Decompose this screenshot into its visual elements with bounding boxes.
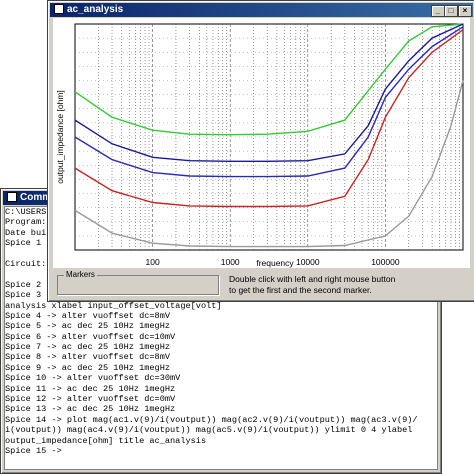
console-line: i(voutput)) mag(ac4.v(9)/i(voutput)) mag… <box>5 425 413 436</box>
console-line: Spice 6 -> alter vuoffset dc=10mV <box>5 331 176 342</box>
series-line-3 <box>74 26 464 178</box>
impedance-chart: 100 1000 10000 100000 output_impedance [ohm]… <box>55 23 464 268</box>
console-line: Spice 14 -> plot mag(ac1.v(9)/i(voutput)… <box>5 414 418 425</box>
series-line-1 <box>74 23 464 136</box>
console-line: output_impedance[ohm] title ac_analysis <box>5 435 207 446</box>
close-button[interactable]: × <box>458 5 472 17</box>
markers-label: Markers <box>64 270 97 279</box>
console-line: Spice 1 <box>5 238 42 249</box>
markers-panel: Markers Double click with left and right… <box>53 270 470 297</box>
command-window-icon <box>7 192 17 203</box>
console-line: analysis xlabel input_offset_voltage[vol… <box>5 300 222 311</box>
console-line: Spice 2 <box>5 279 42 290</box>
marker-instructions: Double click with left and right mouse b… <box>229 274 396 295</box>
maximize-button[interactable]: □ <box>444 5 458 17</box>
console-line: Program: <box>5 217 47 228</box>
plot-area[interactable]: 100 1000 10000 100000 output_impedance [ohm]… <box>53 18 470 268</box>
console-line: Spice 12 -> alter vuoffset dc=0mV <box>5 394 176 405</box>
x-tick-label: 10000 <box>296 257 320 267</box>
console-line: Circuit: <box>5 258 47 269</box>
console-line: Spice 10 -> alter vuoffset dc=30mV <box>5 373 181 384</box>
series-line-2 <box>74 23 464 163</box>
x-tick-label: 100000 <box>371 257 400 267</box>
ac-window-icon <box>54 4 64 15</box>
console-line: Spice 3 <box>5 290 42 301</box>
console-line: Spice 5 -> ac dec 25 10Hz 1megHz <box>5 321 171 332</box>
minimize-button[interactable]: _ <box>431 5 445 17</box>
console-line: Spice 15 -> <box>5 445 62 456</box>
x-tick-label: 1000 <box>221 257 240 267</box>
console-line: C:\USERS <box>5 207 47 217</box>
console-line: Spice 7 -> ac dec 25 10Hz 1megHz <box>5 342 171 353</box>
x-axis-label: frequency <box>256 258 294 268</box>
x-tick-label: 100 <box>146 257 160 267</box>
series-line-5 <box>74 80 464 248</box>
series-line-4 <box>74 29 464 208</box>
plot-frame <box>74 23 464 251</box>
command-window-title: Comman <box>20 192 63 203</box>
console-line: Spice 13 -> ac dec 25 10Hz 1megHz <box>5 404 176 415</box>
console-line: Spice 9 -> ac dec 25 10Hz 1megHz <box>5 362 171 373</box>
ac-window-title: ac_analysis <box>67 4 124 15</box>
console-line: Spice 8 -> alter vuoffset dc=8mV <box>5 352 171 363</box>
console-line: Spice 4 -> alter vuoffset dc=8mV <box>5 310 171 321</box>
ac-window-titlebar[interactable]: ac_analysis <box>50 3 473 17</box>
ac-analysis-window[interactable]: ac_analysis _ □ × 100 1000 10000 100000 outp… <box>47 0 474 302</box>
markers-group: Markers <box>57 270 219 295</box>
console-line: Date bui <box>5 227 47 238</box>
y-axis-label: output_impedance [ohm] <box>55 90 65 184</box>
console-line: Spice 11 -> ac dec 25 10Hz 1megHz <box>5 383 176 394</box>
